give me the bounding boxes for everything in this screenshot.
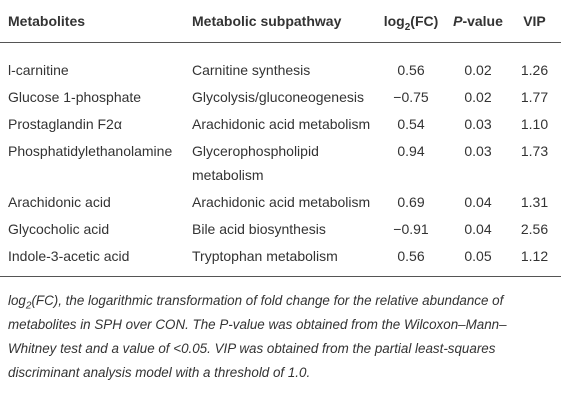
table-row: Phosphatidylethanolamine Glycerophospholi…: [0, 139, 561, 190]
header-subscript: 2: [404, 21, 411, 33]
header-cell: log2(FC): [374, 0, 448, 43]
data-table: Metabolites Metabolic subpathway log2(FC…: [0, 0, 561, 277]
header-text: (FC): [410, 13, 439, 29]
table-cell: 1.26: [520, 62, 549, 78]
table-cell: Glycerophospholipid metabolism: [192, 143, 319, 183]
table-cell: 1.12: [508, 244, 561, 277]
table-cell: 0.03: [464, 143, 492, 159]
footnote-subscript: 2: [25, 300, 32, 312]
header-cell: Metabolic subpathway: [184, 0, 374, 43]
table-row: Prostaglandin F2α Arachidonic acid metabo…: [0, 112, 561, 139]
table-cell: 0.54: [397, 116, 425, 132]
table-cell: 0.02: [464, 62, 492, 78]
table-cell: 2.56: [520, 221, 549, 237]
table-cell: 0.05: [448, 244, 508, 277]
table-cell: Arachidonic acid metabolism: [192, 194, 371, 210]
table-body: l-carnitine Carnitine synthesis 0.56 0.02 1.…: [0, 43, 561, 277]
footnote-text: log: [8, 293, 26, 308]
header-cell: VIP: [508, 0, 561, 43]
table-cell: 1.31: [520, 194, 549, 210]
table-cell: 0.04: [464, 221, 492, 237]
header-text: -value: [462, 13, 503, 29]
table-cell: Tryptophan metabolism: [184, 244, 374, 277]
header-text: P: [453, 13, 463, 29]
header-cell: Metabolites: [0, 0, 184, 43]
table-cell: 1.73: [520, 143, 549, 159]
table-cell: Glycolysis/gluconeogenesis: [192, 89, 364, 105]
table-row: Indole-3-acetic acid Tryptophan metabolis…: [0, 244, 561, 277]
table-cell: l-carnitine: [8, 62, 69, 78]
table-cell: 0.03: [464, 116, 492, 132]
table-row: Arachidonic acid Arachidonic acid metabol…: [0, 190, 561, 217]
header-cell: P-value: [448, 0, 508, 43]
table-cell: Arachidonic acid metabolism: [192, 116, 371, 132]
table-cell: 0.02: [464, 89, 492, 105]
table-cell: Prostaglandin F2α: [8, 116, 122, 132]
table-header: Metabolites Metabolic subpathway log2(FC…: [0, 0, 561, 43]
table-cell: 0.04: [464, 194, 492, 210]
table-cell: Carnitine synthesis: [192, 62, 311, 78]
table-row: l-carnitine Carnitine synthesis 0.56 0.02 1.…: [0, 43, 561, 86]
table-cell: Indole-3-acetic acid: [0, 244, 184, 277]
table-cell: 0.56: [374, 244, 448, 277]
table-cell: Phosphatidylethanolamine: [8, 143, 173, 159]
table-cell: Glucose 1-phosphate: [8, 89, 142, 105]
table-cell: −0.75: [393, 89, 429, 105]
table-cell: 0.94: [397, 143, 425, 159]
table-cell: Arachidonic acid: [8, 194, 111, 210]
header-text: log: [383, 13, 405, 29]
table-cell: 0.56: [397, 62, 425, 78]
table-row: Glucose 1-phosphate Glycolysis/gluconeoge…: [0, 85, 561, 112]
table-cell: Bile acid biosynthesis: [192, 221, 326, 237]
table-cell: Glycocholic acid: [8, 221, 110, 237]
table-row: Glycocholic acid Bile acid biosynthesis −0…: [0, 217, 561, 244]
footnote-text: (FC), the logarithmic transformation of …: [8, 293, 507, 380]
table-cell: 1.77: [520, 89, 549, 105]
table-cell: 1.10: [520, 116, 549, 132]
table-cell: 0.69: [397, 194, 425, 210]
footnote: log2(FC), the logarithmic transformation…: [0, 277, 561, 385]
table-cell: −0.91: [393, 221, 429, 237]
